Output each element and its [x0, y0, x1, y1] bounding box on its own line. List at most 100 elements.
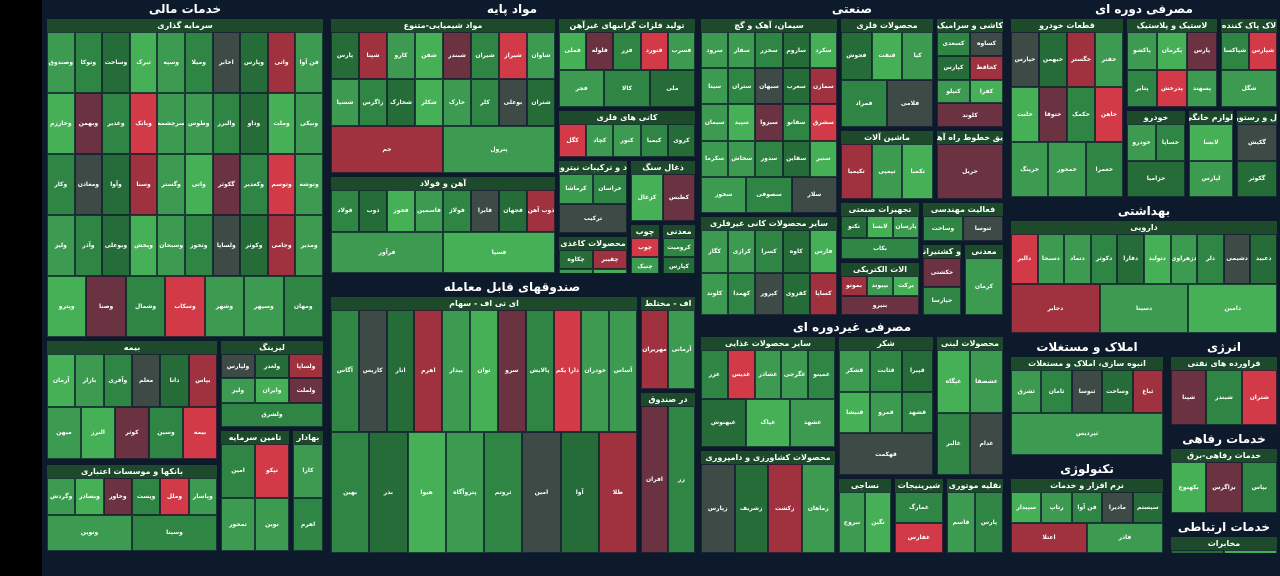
symbol-tile[interactable]: وسین — [149, 406, 183, 459]
symbol-tile[interactable]: غشهد — [790, 398, 835, 447]
industry-block[interactable]: کانی های فلزی کگل کچاد کنور کیمیا کروی — [558, 110, 696, 158]
symbol-tile[interactable]: بازار — [75, 354, 104, 407]
symbol-tile[interactable]: هیوا — [407, 431, 446, 553]
symbol-tile[interactable]: زپارس — [701, 464, 735, 553]
symbol-tile[interactable]: وپارس — [240, 32, 268, 93]
symbol-tile[interactable]: خفنر — [1095, 32, 1123, 87]
industry-title[interactable]: لیزینگ — [221, 341, 323, 354]
symbol-tile[interactable]: بیدار — [442, 310, 471, 432]
symbol-tile[interactable]: شپاکسا — [1221, 32, 1249, 70]
symbol-tile[interactable]: ثنوسا — [963, 216, 1003, 241]
symbol-tile[interactable]: خمحور — [1048, 142, 1086, 197]
symbol-tile[interactable]: بهین — [331, 431, 370, 553]
symbol-tile[interactable]: لابسا — [867, 216, 893, 238]
industry-block[interactable]: ماشین آلات تکیمیا تپمپی تکمبا — [840, 130, 934, 200]
symbol-tile[interactable]: وجامی — [267, 215, 296, 276]
symbol-tile[interactable]: کپارس — [937, 55, 970, 80]
industry-block[interactable]: ل و رستوران گکیش گکوثر — [1236, 110, 1278, 198]
industry-block[interactable]: نساجی نبروج نگین — [838, 478, 892, 554]
symbol-tile[interactable]: سخزر — [755, 32, 783, 69]
industry-title[interactable]: فعالیت مهندسی — [923, 203, 1003, 216]
symbol-tile[interactable]: سفار — [728, 32, 756, 69]
symbol-tile[interactable]: وبهمن — [74, 93, 103, 154]
symbol-tile[interactable]: بذر — [369, 431, 408, 553]
symbol-tile[interactable]: شگل — [1221, 69, 1277, 107]
symbol-tile[interactable]: گکیش — [1237, 124, 1277, 161]
symbol-tile[interactable]: کحافظ — [970, 55, 1003, 80]
industry-title[interactable]: تولید فلزات گرانبهای غیرآهن — [559, 19, 695, 32]
symbol-tile[interactable]: غزر — [701, 350, 728, 399]
symbol-tile[interactable]: مهریران — [641, 310, 668, 389]
sector-title[interactable]: خدمات رفاهی — [1182, 432, 1266, 446]
symbol-tile[interactable]: آگاس — [331, 310, 359, 432]
industry-title[interactable]: لاک پاک کننده — [1221, 19, 1277, 32]
symbol-tile[interactable]: خودرو — [1127, 124, 1156, 161]
symbol-tile[interactable]: پالایش — [525, 310, 554, 432]
symbol-tile[interactable]: سرود — [701, 32, 729, 69]
industry-title[interactable]: شیرینیجات — [895, 479, 943, 492]
industry-block[interactable]: شیرینیجات غمارگ غفارس — [894, 478, 944, 554]
symbol-tile[interactable]: خساپا — [1156, 124, 1185, 161]
industry-title[interactable]: خودرو — [1127, 111, 1185, 124]
sector-title[interactable]: انرژی — [1207, 340, 1241, 354]
industry-title[interactable]: قطعات خودرو — [1011, 19, 1123, 32]
symbol-tile[interactable]: کرمان — [965, 258, 1003, 315]
industry-block[interactable]: کاشی و سرامیک کسعدی کساوه کپارس کحافظ کنیلو کف… — [936, 18, 1004, 128]
industry-block[interactable]: الات الکتریکی بموتو بپیوند برکت بنیرو — [840, 262, 920, 316]
symbol-tile[interactable]: آوا — [560, 431, 599, 553]
symbol-tile[interactable]: فارس — [809, 230, 837, 273]
symbol-tile[interactable]: غالبر — [937, 412, 970, 475]
symbol-tile[interactable]: کساوه — [970, 32, 1003, 56]
symbol-tile[interactable]: البرز — [81, 406, 115, 459]
symbol-tile[interactable]: وسپهر — [244, 276, 284, 337]
symbol-tile[interactable]: وخاور — [103, 478, 132, 515]
symbol-tile[interactable]: ومدیر — [295, 215, 323, 276]
industry-title[interactable]: محصولات کاغذی — [559, 237, 627, 250]
industry-block[interactable]: محصولات فلزی فجوش فنفت کیا فمراد فلامی — [840, 18, 934, 128]
symbol-tile[interactable]: خودران — [581, 310, 610, 432]
symbol-tile[interactable]: ولیز — [47, 215, 75, 276]
symbol-tile[interactable]: فلامی — [887, 79, 933, 127]
symbol-tile[interactable]: کارو — [387, 32, 415, 79]
symbol-tile[interactable]: چکاوه — [559, 250, 593, 269]
symbol-tile[interactable]: کگل — [559, 124, 587, 157]
symbol-tile[interactable]: چفیبر — [593, 250, 627, 269]
symbol-tile[interactable]: امین — [221, 444, 255, 498]
symbol-tile[interactable]: برکت — [893, 276, 919, 296]
industry-block[interactable]: بیمه آرمان بازار وآفری معلم دانا بپاس میهن البرز… — [46, 340, 218, 460]
symbol-tile[interactable]: وساخت — [1102, 370, 1133, 413]
symbol-tile[interactable]: فاسمین — [415, 190, 443, 232]
symbol-tile[interactable]: دانا — [160, 354, 189, 407]
symbol-tile[interactable]: خرینگ — [1011, 142, 1049, 197]
symbol-tile[interactable]: بپاس — [1241, 462, 1277, 513]
industry-title[interactable]: در صندوق — [641, 393, 695, 406]
symbol-tile[interactable]: خکمک — [1067, 87, 1095, 142]
industry-title[interactable]: اف - مختلط — [641, 297, 695, 310]
industry-block[interactable]: لیزینگ ولپارس ولغدر ولساپا ولیز وایران ولملت ول… — [220, 340, 324, 428]
symbol-tile[interactable]: دالبر — [1011, 234, 1038, 284]
symbol-tile[interactable]: معلم — [131, 354, 161, 407]
sector-title[interactable]: صندوقهای قابل معامله — [443, 280, 581, 294]
symbol-tile[interactable]: کنیلو — [937, 79, 970, 104]
industry-block[interactable]: شکر قشکر قثابت قپیرا قنیشا قمرو قشهد قهکمت — [838, 336, 934, 476]
symbol-tile[interactable]: قمرو — [870, 391, 902, 434]
symbol-tile[interactable]: شسپا — [331, 79, 359, 126]
industry-title[interactable]: دارویی — [1011, 221, 1277, 234]
symbol-tile[interactable]: اخابر — [212, 32, 241, 93]
symbol-tile[interactable]: ولیز — [221, 378, 255, 403]
sector-title[interactable]: صنعتی — [831, 2, 873, 16]
sector-title[interactable]: املاک و مستغلات — [1036, 340, 1138, 354]
symbol-tile[interactable]: دسبحا — [1037, 234, 1065, 284]
symbol-tile[interactable]: وخارزم — [47, 93, 75, 154]
symbol-tile[interactable]: ختوقا — [1039, 87, 1067, 142]
symbol-tile[interactable]: بیمه — [183, 406, 217, 459]
symbol-tile[interactable]: شیران — [471, 32, 499, 79]
symbol-tile[interactable]: کهمدا — [728, 272, 756, 315]
symbol-tile[interactable]: کلوند — [937, 103, 1003, 127]
industry-block[interactable]: در صندوق افران زر — [640, 392, 696, 554]
symbol-tile[interactable]: وصنا — [86, 276, 126, 337]
symbol-tile[interactable]: سرو — [497, 310, 526, 432]
industry-block[interactable]: چوب چوب چنیک — [630, 224, 660, 274]
symbol-tile[interactable]: فجوش — [841, 32, 872, 80]
industry-block[interactable]: محصولات کاغذی چکاوه چفیبر چکارنچدن — [558, 236, 628, 274]
